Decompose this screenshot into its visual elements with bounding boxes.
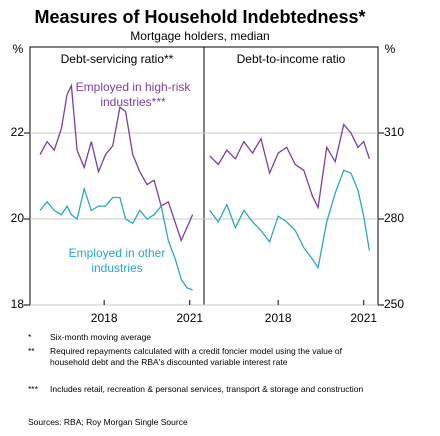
- series-label: Employed in high-risk industries***: [75, 80, 191, 109]
- y-axis-unit: %: [13, 42, 24, 56]
- series-line: [209, 169, 371, 270]
- x-tick-label: 2021: [350, 311, 377, 325]
- y-tick-label: 280: [384, 211, 404, 225]
- footnote-marker: **: [28, 346, 35, 356]
- source: Sources: RBA; Roy Morgan Single Source: [28, 417, 188, 427]
- subtitle: Mortgage holders, median: [130, 29, 269, 43]
- title: Measures of Household Indebtedness*: [34, 7, 365, 27]
- y-tick-label: 250: [384, 297, 404, 311]
- x-tick-label: 2018: [265, 311, 292, 325]
- footnote: * Six-month moving average: [28, 332, 388, 362]
- footnote: ** Required repayments calculated with a …: [28, 346, 388, 376]
- series-line: [39, 186, 193, 291]
- y-tick-label: 22: [11, 125, 25, 139]
- footnote-text: Includes retail, recreation & personal s…: [50, 384, 364, 394]
- series-label: Employed in other industries: [68, 246, 166, 275]
- footnote-marker: ***: [28, 384, 38, 394]
- panel-title: Debt-to-income ratio: [237, 52, 346, 66]
- series-line: [209, 122, 371, 210]
- x-tick-label: 2018: [91, 311, 118, 325]
- footnote: *** Includes retail, recreation & persona…: [28, 384, 388, 414]
- footnote-marker: *: [28, 332, 32, 342]
- y-tick-label: 310: [384, 125, 404, 139]
- y-tick-label: 20: [11, 211, 25, 225]
- y-axis-unit: %: [385, 42, 396, 56]
- panel-title: Debt-servicing ratio**: [61, 52, 174, 66]
- series-line: [39, 83, 194, 243]
- footnote-text: Required repayments calculated with a cr…: [50, 346, 342, 367]
- x-tick-label: 2021: [176, 311, 203, 325]
- footnote-text: Six-month moving average: [50, 332, 152, 342]
- y-tick-label: 18: [11, 297, 25, 311]
